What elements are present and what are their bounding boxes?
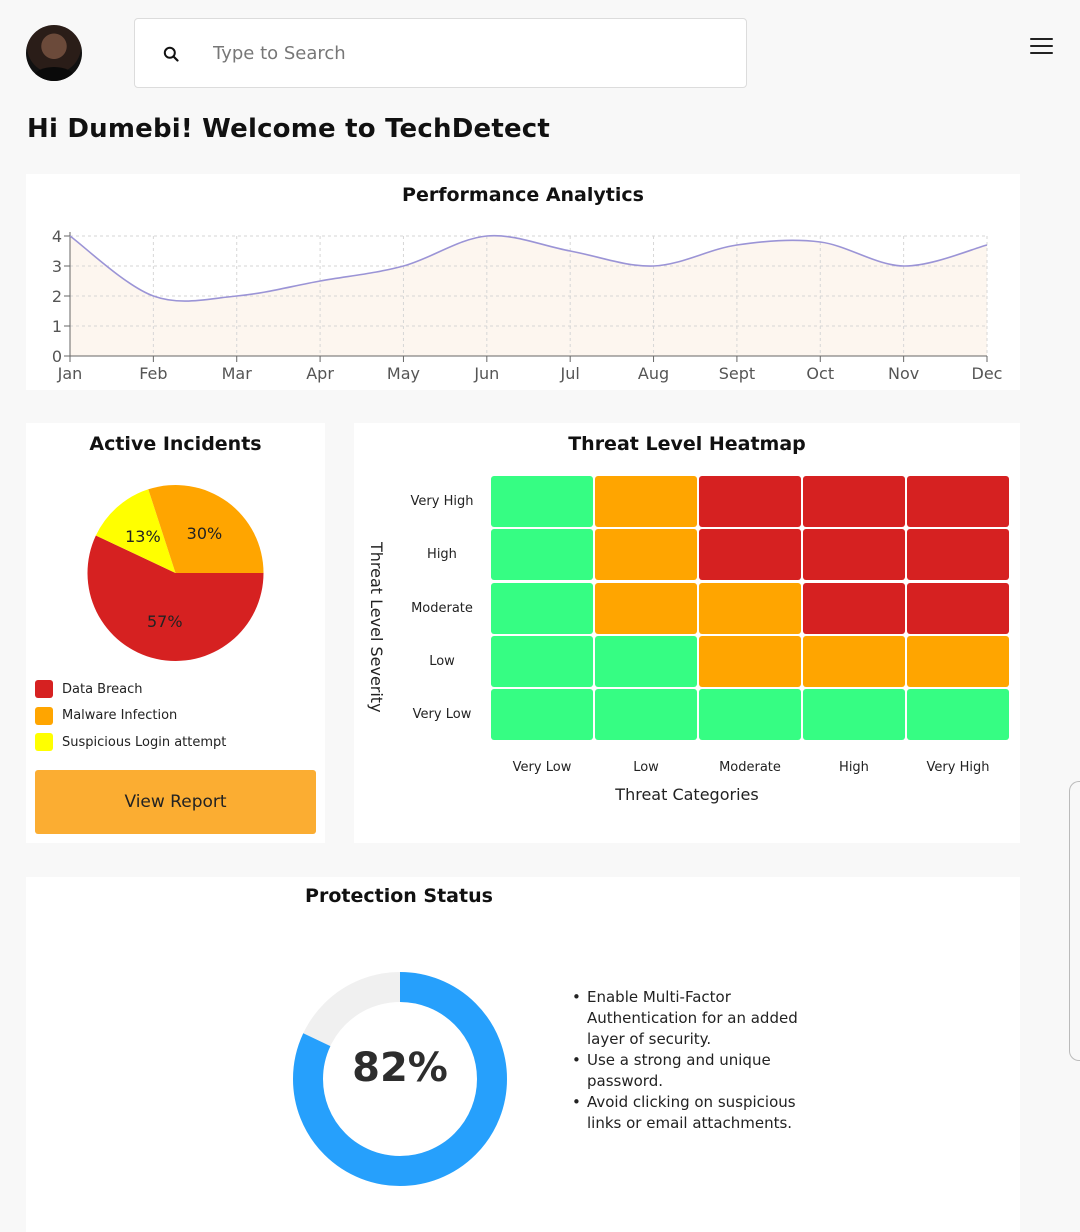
heatmap-row-label: Moderate [411,600,473,616]
heatmap-cell[interactable] [907,529,1009,581]
page-title: Hi Dumebi! Welcome to TechDetect [27,114,551,144]
heatmap-cell[interactable] [595,476,697,527]
heatmap-cell[interactable] [491,689,593,741]
heatmap-cell[interactable] [699,635,801,687]
heatmap-cell[interactable] [803,529,905,581]
pie-slice [87,535,264,661]
search-input[interactable] [213,19,733,87]
performance-series-line [69,234,988,302]
pie-slice-label: 30% [187,524,223,543]
heatmap-cell[interactable] [907,689,1009,741]
heatmap-cell[interactable] [595,635,697,687]
security-tip: Enable Multi-Factor Authentication for a… [572,987,822,1050]
hamburger-menu-icon[interactable] [1030,38,1053,56]
performance-analytics-card: Performance Analytics 0 1 2 3 4 Jan Feb Mar Apr M… [26,174,1020,390]
heatmap-cell[interactable] [907,582,1009,634]
y-tick-label: 1 [52,317,62,336]
heatmap-cell[interactable] [491,635,593,687]
heatmap-cell[interactable] [595,529,697,581]
threat-heatmap-title: Threat Level Heatmap [568,433,806,455]
pie-slice-label: 57% [147,612,183,631]
heatmap-column-label: Very Low [512,760,572,775]
heatmap-cell[interactable] [595,689,697,741]
heatmap-cell[interactable] [803,582,905,634]
pie-slice-label: 13% [125,527,161,546]
avatar-figure [34,67,74,81]
heatmap-column-label: Very High [926,760,990,775]
protection-percentage: 82% [352,1045,448,1091]
x-tick-label: Jan [57,364,83,383]
heatmap-cell[interactable] [595,582,697,634]
x-tick-label: Feb [139,364,167,383]
search-bar[interactable] [134,18,747,88]
avatar[interactable] [26,25,82,81]
legend-item: Data Breach [35,676,226,703]
heatmap-row-label: Low [429,653,455,669]
security-tips-list: Enable Multi-Factor Authentication for a… [572,987,822,1134]
heatmap-cell[interactable] [491,582,593,634]
heatmap-cell[interactable] [491,529,593,581]
legend-label: Suspicious Login attempt [62,734,227,750]
incidents-legend: Data Breach Malware Infection Suspicious L… [35,676,226,756]
heatmap-cell[interactable] [699,582,801,634]
heatmap-cell[interactable] [699,476,801,527]
x-tick-label: Jun [473,364,499,383]
x-tick-label: Aug [638,364,669,383]
protection-donut-chart [293,972,507,1186]
incidents-pie-chart: 57% 13% 30% [87,485,264,661]
x-tick-label: May [387,364,420,383]
search-icon [163,46,179,62]
heatmap-row-label: Very High [410,494,474,509]
x-tick-label: Mar [222,364,253,383]
heatmap-column-label: Moderate [719,760,781,775]
heatmap-cell[interactable] [803,635,905,687]
threat-heatmap-card: Threat Level Heatmap Threat Level Severi… [354,423,1020,843]
x-tick-label: Jul [560,364,580,383]
x-tick-label: Dec [972,364,1003,383]
side-drawer-handle[interactable] [1069,781,1080,1061]
performance-line-chart: 0 1 2 3 4 Jan Feb Mar Apr May Jun Jul Aug Sept Oct Nov D… [52,227,1003,383]
pie-slice [95,489,176,573]
heatmap-row-label: High [427,547,457,563]
heatmap-y-axis-label: Threat Level Severity [367,541,386,713]
heatmap-cell[interactable] [907,476,1009,527]
x-tick-label: Sept [719,364,755,383]
security-tip: Avoid clicking on suspicious links or em… [572,1092,822,1134]
y-tick-label: 4 [52,227,62,246]
legend-label: Data Breach [62,681,143,697]
legend-swatch [35,680,53,699]
active-incidents-card: Active Incidents 57% 13% 30% Data Breach Ma… [26,423,325,843]
heatmap-cell[interactable] [907,635,1009,687]
x-tick-label: Nov [888,364,919,383]
protection-status-title: Protection Status [305,885,493,907]
security-tip: Use a strong and unique password. [572,1050,822,1092]
protection-status-card: Protection Status 82% Enable Multi-Facto… [26,877,1020,1232]
x-tick-label: Apr [306,364,334,383]
y-tick-label: 3 [52,257,62,276]
y-tick-label: 2 [52,287,62,306]
y-tick-label: 0 [52,347,62,366]
performance-analytics-title: Performance Analytics [402,184,644,206]
heatmap-x-axis-label: Threat Categories [615,785,759,804]
donut-progress-arc [293,972,507,1186]
heatmap-row-label: Very Low [412,707,472,723]
legend-swatch [35,706,53,725]
heatmap-cell[interactable] [803,689,905,741]
legend-label: Malware Infection [62,708,178,724]
heatmap-cell[interactable] [491,476,593,527]
heatmap-cell[interactable] [699,689,801,741]
heatmap-cell[interactable] [803,476,905,527]
legend-swatch [35,733,53,752]
heatmap-column-label: High [839,760,869,775]
heatmap-cell[interactable] [699,529,801,581]
legend-item: Malware Infection [35,703,226,730]
active-incidents-title: Active Incidents [89,433,262,455]
pie-slice [148,485,264,573]
heatmap-column-label: Low [633,760,659,775]
legend-item: Suspicious Login attempt [35,729,226,756]
view-report-button[interactable]: View Report [35,770,316,834]
x-tick-label: Oct [806,364,834,383]
